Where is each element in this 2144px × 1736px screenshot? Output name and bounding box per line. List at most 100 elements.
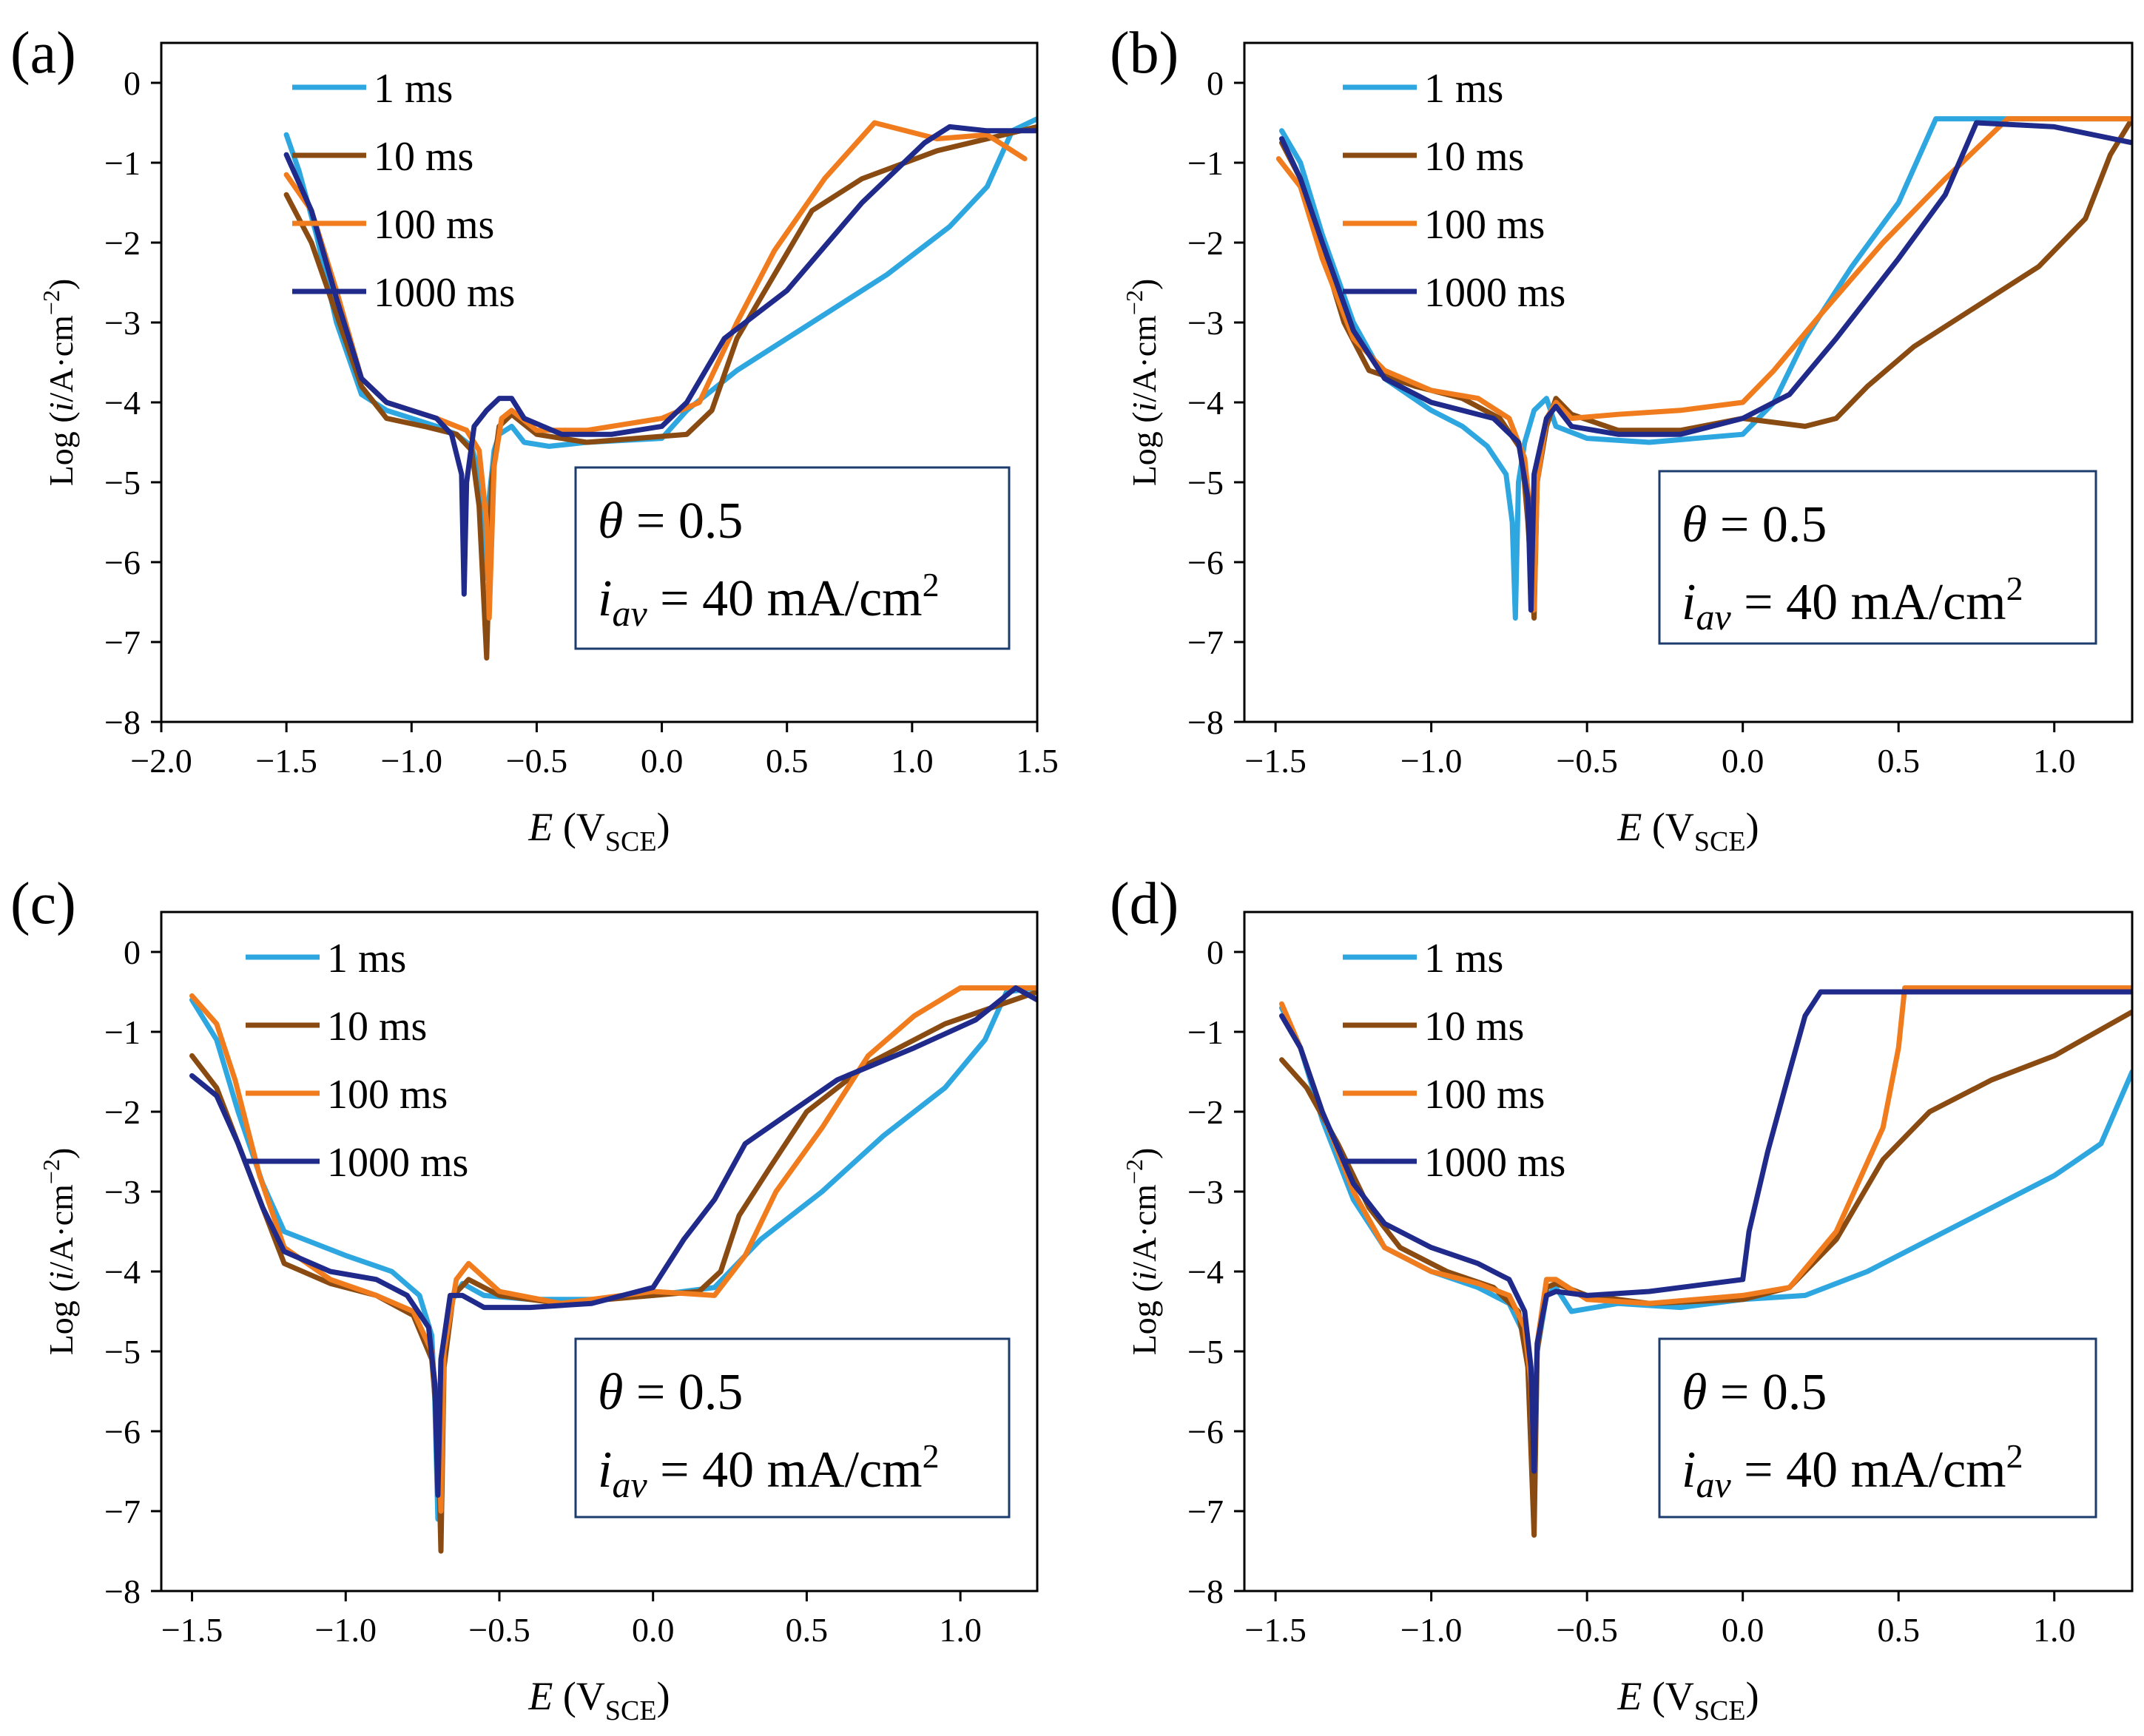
legend-label: 1000 ms xyxy=(1424,270,1565,316)
y-axis-label: Log (i/A·cm−2) xyxy=(38,279,80,487)
y-tick-label: −1 xyxy=(104,1013,141,1051)
annotation-theta: θ = 0.5 xyxy=(598,1364,743,1421)
chart-panel-a: (a) −2.0 −1.5 −1.0 −0.5 0.0 0.5 1.0 1.5 0 −1 −2 −3 −4… xyxy=(10,21,1059,857)
legend-label: 1 ms xyxy=(327,936,406,982)
legend-label: 10 ms xyxy=(374,134,473,180)
x-tick-label: 0.0 xyxy=(632,1611,675,1649)
series-lines xyxy=(1275,116,2132,621)
axes-frame xyxy=(160,41,1039,723)
y-tick-label: −5 xyxy=(1187,1333,1224,1371)
series-line-1000ms xyxy=(189,985,1037,1498)
legend-marker xyxy=(1378,1091,1382,1095)
axes-frame xyxy=(160,911,1039,1593)
y-tick-label: −1 xyxy=(104,144,141,182)
x-tick-label: −1.0 xyxy=(1400,742,1462,780)
x-tick-label: 0.0 xyxy=(1722,742,1764,780)
x-axis-label: E (VSCE) xyxy=(527,805,670,857)
legend-label: 100 ms xyxy=(1424,1072,1545,1118)
y-tick-label: 0 xyxy=(1207,64,1224,102)
legend-marker xyxy=(327,153,331,158)
legend-marker xyxy=(280,1159,285,1163)
series-lines xyxy=(189,985,1037,1554)
panel-label: (c) xyxy=(10,871,76,936)
annotation-frame xyxy=(1658,1337,2097,1519)
x-tick-label: 1.0 xyxy=(939,1611,982,1649)
legend-label: 100 ms xyxy=(1424,202,1545,248)
y-tick-label: −8 xyxy=(104,703,141,741)
legend-marker xyxy=(1378,221,1382,226)
y-tick-label: 0 xyxy=(124,64,141,102)
axes-frame xyxy=(1243,41,2134,723)
x-axis-label: E (VSCE) xyxy=(1617,805,1759,857)
x-tick-label: 1.0 xyxy=(2033,742,2076,780)
x-tick-label: 0.0 xyxy=(641,742,684,780)
annotation-theta: θ = 0.5 xyxy=(598,493,743,550)
series-line-1000ms xyxy=(1279,989,2132,1474)
y-tick-label: −2 xyxy=(1187,1093,1224,1131)
legend-marker xyxy=(1378,1159,1382,1163)
annotation-current: iav = 40 mA/cm2 xyxy=(1682,570,2023,638)
annotation-box: θ = 0.5 iav = 40 mA/cm2 xyxy=(574,466,1011,650)
legend-marker xyxy=(327,289,331,294)
legend-label: 100 ms xyxy=(327,1072,448,1118)
legend-label: 1000 ms xyxy=(1424,1140,1565,1186)
legend-label: 1 ms xyxy=(1424,66,1503,112)
annotation-theta: θ = 0.5 xyxy=(1682,496,1827,553)
x-tick-label: −2.0 xyxy=(130,742,192,780)
chart-panel-d: (d) −1.5 −1.0 −0.5 0.0 0.5 1.0 0 −1 −2 −3 −4 −5 −6 −7 −… xyxy=(1110,871,2134,1726)
panel-label: (a) xyxy=(10,21,76,86)
chart-panel-b: (b) −1.5 −1.0 −0.5 0.0 0.5 1.0 0 −1 −2 −3 −4 −5 −6 −7 −… xyxy=(1110,21,2134,857)
x-tick-label: 0.5 xyxy=(766,742,809,780)
legend-marker xyxy=(1378,1023,1382,1027)
legend-marker xyxy=(1378,153,1382,158)
x-tick-label: −0.5 xyxy=(468,1611,530,1649)
y-tick-label: −3 xyxy=(1187,1173,1224,1211)
x-tick-label: −1.5 xyxy=(255,742,317,780)
x-tick-label: 1.5 xyxy=(1016,742,1059,780)
y-tick-label: −7 xyxy=(104,624,141,661)
legend: 1 ms 10 ms 100 ms 1000 ms xyxy=(1343,936,1565,1186)
legend: 1 ms 10 ms 100 ms 1000 ms xyxy=(1343,66,1565,316)
annotation-frame xyxy=(574,466,1011,650)
x-tick-label: −1.5 xyxy=(161,1611,223,1649)
y-tick-label: −1 xyxy=(1187,144,1224,182)
y-tick-label: −4 xyxy=(1187,384,1224,422)
y-tick-label: −5 xyxy=(104,464,141,501)
y-tick-label: −6 xyxy=(1187,544,1224,581)
x-axis-label: E (VSCE) xyxy=(527,1674,670,1726)
y-tick-label: −4 xyxy=(104,384,141,422)
y-tick-label: −7 xyxy=(1187,1493,1224,1530)
y-tick-label: −1 xyxy=(1187,1013,1224,1051)
legend: 1 ms 10 ms 100 ms 1000 ms xyxy=(292,66,515,316)
annotation-box: θ = 0.5 iav = 40 mA/cm2 xyxy=(1658,1337,2097,1519)
y-tick-label: −2 xyxy=(104,224,141,262)
annotation-box: θ = 0.5 iav = 40 mA/cm2 xyxy=(1658,470,2097,645)
series-line-10ms xyxy=(283,124,1037,661)
x-tick-label: −0.5 xyxy=(1556,1611,1617,1649)
x-tick-label: 0.0 xyxy=(1722,1611,1764,1649)
x-tick-label: 0.5 xyxy=(1877,742,1920,780)
chart-panel-c: (c) −1.5 −1.0 −0.5 0.0 0.5 1.0 0 −1 −2 −3 −4 −5 −6 −7 −… xyxy=(10,871,1039,1726)
legend-marker xyxy=(327,221,331,226)
x-tick-label: 1.0 xyxy=(891,742,934,780)
legend-label: 100 ms xyxy=(374,202,494,248)
series-line-1000ms xyxy=(1279,120,2132,613)
legend-marker xyxy=(1378,955,1382,959)
y-tick-label: −2 xyxy=(1187,224,1224,262)
legend-marker xyxy=(280,955,285,959)
y-axis-label: Log (i/A·cm−2) xyxy=(38,1148,80,1356)
x-tick-label: −1.5 xyxy=(1244,742,1306,780)
legend-marker xyxy=(1378,85,1382,89)
legend-label: 10 ms xyxy=(1424,1004,1524,1050)
axes-frame xyxy=(1243,911,2134,1593)
x-tick-label: −1.0 xyxy=(315,1611,377,1649)
annotation-box: θ = 0.5 iav = 40 mA/cm2 xyxy=(574,1337,1011,1519)
legend-label: 1 ms xyxy=(374,66,453,112)
annotation-current: iav = 40 mA/cm2 xyxy=(598,566,940,634)
legend-marker xyxy=(280,1091,285,1095)
y-tick-label: −4 xyxy=(104,1253,141,1291)
series-lines xyxy=(1279,985,2132,1538)
y-tick-label: −8 xyxy=(1187,703,1224,741)
series-lines xyxy=(283,116,1037,661)
